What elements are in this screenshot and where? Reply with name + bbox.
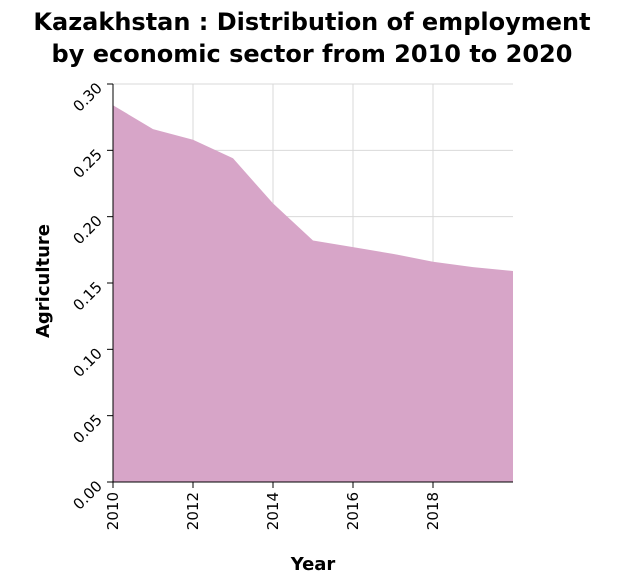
y-tick-label: 0.25 [69,145,105,181]
x-axis-title: Year [290,554,336,575]
y-tick-label: 0.15 [69,278,105,314]
y-axis-title: Agriculture [33,224,54,338]
y-tick-label: 0.00 [69,477,105,513]
x-tick-label: 2018 [424,492,442,530]
y-tick-label: 0.30 [69,79,105,115]
chart-title-line-1: Kazakhstan : Distribution of employment [33,8,591,36]
x-tick-label: 2010 [104,492,122,530]
y-tick-label: 0.10 [69,344,105,380]
y-tick-label: 0.20 [69,212,105,248]
chart-title: Kazakhstan : Distribution of employment … [0,6,624,70]
x-tick-label: 2016 [344,492,362,530]
x-tick-label: 2014 [264,492,282,530]
axes [107,83,513,488]
x-tick-label: 2012 [184,492,202,530]
area-series-agriculture [113,105,513,482]
chart-title-line-2: by economic sector from 2010 to 2020 [51,40,573,68]
y-tick-label: 0.05 [69,411,105,447]
